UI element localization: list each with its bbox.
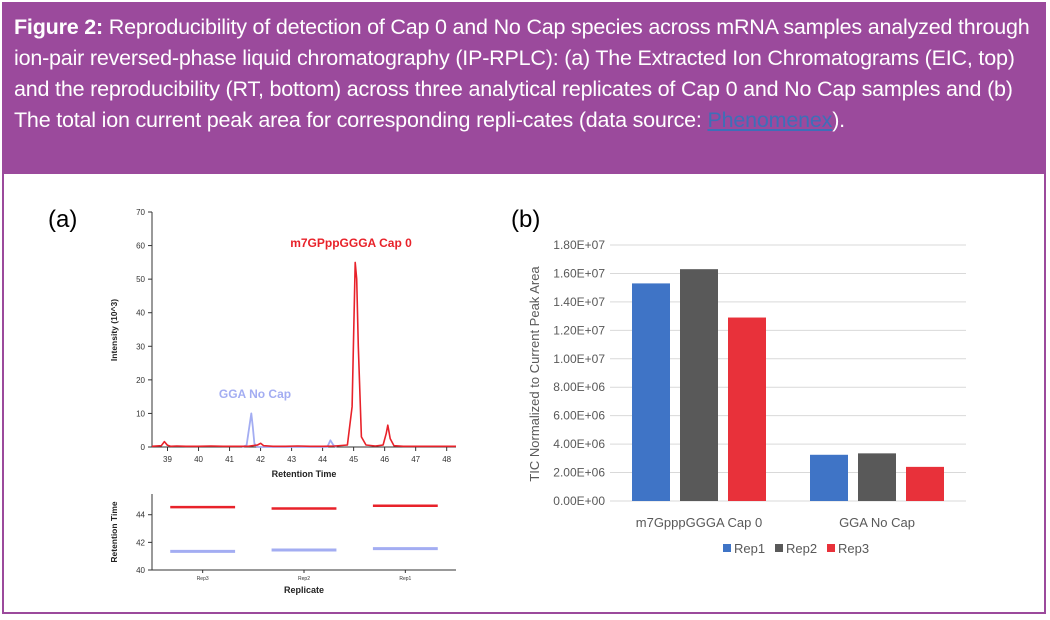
rt-y-tick-label: 44 [136,511,145,520]
caption-text: Reproducibility of detection of Cap 0 an… [14,15,1030,132]
rt-y-tick-label: 40 [136,566,145,575]
y-tick-label: 50 [136,275,145,284]
x-tick-label: 45 [349,455,358,464]
x-tick-label: 41 [225,455,234,464]
x-tick-label: 46 [380,455,389,464]
chart-panel-a: (a) 0 10 20 30 40 50 60 70 39 40 41 42 43 44 45 46 47 48 R… [48,206,456,595]
annotation-nocap: GGA No Cap [219,387,291,401]
caption-label: Figure 2: [14,15,103,39]
y-tick-label: 10 [136,409,145,418]
source-link[interactable]: Phenomenex [707,108,833,132]
y-tick-label: 60 [136,242,145,251]
y-tick-label: 30 [136,342,145,351]
y-tick-label: 0 [141,443,146,452]
series-line-nocap [241,412,338,448]
x-axis-label: Retention Time [272,469,337,479]
x-tick-label: 44 [318,455,327,464]
y-tick-label: 20 [136,376,145,385]
rt-y-tick-label: 42 [136,538,145,547]
x-tick-label: 42 [256,455,265,464]
y-tick-label: 70 [136,208,145,217]
rt-y-axis-label: Retention Time [109,501,119,563]
x-tick-label: 39 [163,455,172,464]
rt-x-axis-label: Replicate [284,585,324,595]
panel-label-a: (a) [48,206,77,233]
x-tick-label: 48 [442,455,451,464]
rt-x-tick-label: Rep2 [298,576,310,582]
annotation-cap0: m7GPppGGGA Cap 0 [290,236,412,250]
caption-end: ). [832,108,845,132]
x-tick-label: 43 [287,455,296,464]
series-line-cap0 [151,261,456,448]
x-tick-label: 40 [194,455,203,464]
rt-x-tick-label: Rep1 [399,576,411,582]
y-axis-label: Intensity (10^3) [109,299,119,361]
figure-caption: Figure 2: Reproducibility of detection o… [4,4,1044,174]
y-tick-label: 40 [136,309,145,318]
rt-x-tick-label: Rep3 [197,576,209,582]
x-tick-label: 47 [411,455,420,464]
